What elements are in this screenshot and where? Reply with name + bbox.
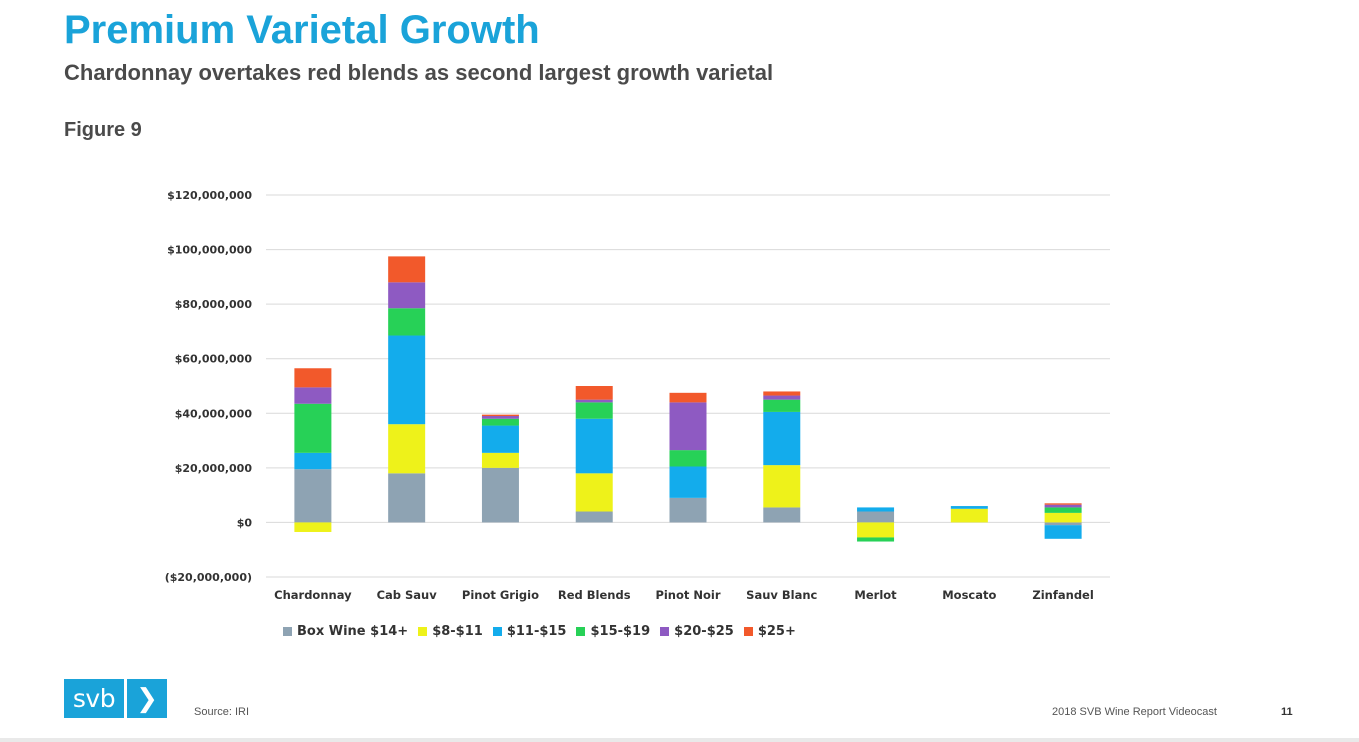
bar-segment <box>669 450 707 467</box>
logo-wordmark: svb <box>64 679 124 718</box>
legend-label: $25+ <box>757 624 796 639</box>
page-number: 11 <box>1281 706 1293 718</box>
bar-segment <box>481 416 519 419</box>
x-tick-label: Sauv Blanc <box>746 588 817 602</box>
bar-segment <box>1044 522 1082 526</box>
bar-segment <box>575 511 613 523</box>
bar-segment <box>669 466 707 498</box>
bar-segment <box>388 308 426 336</box>
bar-segment <box>481 467 519 523</box>
y-tick-label: $40,000,000 <box>175 407 253 420</box>
bar-segment <box>950 506 988 509</box>
bar-segment <box>669 402 707 451</box>
bar-segment <box>669 497 707 523</box>
x-tick-label: Red Blends <box>558 588 631 602</box>
legend-label: $8-$11 <box>432 624 483 639</box>
bar-segment <box>1044 507 1082 513</box>
bar-segment <box>388 335 426 425</box>
bar-segment <box>481 414 519 417</box>
legend-swatch <box>283 627 292 636</box>
svb-logo: svb ❯ <box>64 679 167 718</box>
legend-swatch <box>418 627 428 636</box>
legend-label: $15-$19 <box>590 624 651 639</box>
bar-segment <box>1044 512 1082 523</box>
legend-label: $11-$15 <box>506 624 567 639</box>
logo-divider <box>124 679 127 718</box>
bar-segment <box>763 395 801 400</box>
bar-segment <box>857 507 895 512</box>
bottom-divider <box>0 738 1359 742</box>
page-subtitle: Chardonnay overtakes red blends as secon… <box>64 60 774 85</box>
bar-segment <box>1044 503 1082 505</box>
bar-segment <box>1044 525 1082 539</box>
bar-segment <box>763 507 801 523</box>
bar-segment <box>763 411 801 466</box>
source-note: Source: IRI <box>194 706 250 718</box>
bar-segment <box>388 282 426 309</box>
legend-label: $20-$25 <box>674 624 734 639</box>
legend-item: $15-$19 <box>576 624 650 639</box>
bar-segment <box>294 403 332 453</box>
bar-segment <box>575 418 613 474</box>
x-tick-label: Pinot Grigio <box>462 588 539 602</box>
bar-segment <box>669 392 707 403</box>
legend-item: $11-$15 <box>492 624 567 639</box>
y-tick-label: $0 <box>237 516 253 529</box>
legend-item: $8-$11 <box>418 624 483 639</box>
y-tick-label: $100,000,000 <box>167 244 252 257</box>
x-tick-label: Cab Sauv <box>377 588 438 602</box>
bar-segment <box>388 473 426 523</box>
bar-segment <box>388 256 426 283</box>
x-tick-label: Merlot <box>854 588 897 602</box>
y-tick-label: $80,000,000 <box>175 298 253 311</box>
legend-label: Box Wine $14+ <box>297 624 409 639</box>
legend-item: Box Wine $14+ <box>283 624 408 639</box>
chart-legend: Box Wine $14+ $8-$11 $11-$15 $15-$19 $20-$25… <box>283 624 796 639</box>
legend-swatch <box>492 627 502 636</box>
bar-segment <box>763 399 801 412</box>
bar-segment <box>575 399 613 403</box>
bar-segment <box>294 452 332 470</box>
bar-segment <box>763 391 801 396</box>
legend-swatch <box>576 627 586 636</box>
y-tick-label: $120,000,000 <box>167 189 252 202</box>
x-tick-label: Chardonnay <box>274 588 352 602</box>
bar-segment <box>857 511 895 523</box>
legend-swatch <box>660 627 670 636</box>
bar-segment <box>950 508 988 523</box>
bar-segment <box>575 402 613 419</box>
bar-segment <box>294 387 332 404</box>
x-tick-label: Moscato <box>942 588 996 602</box>
figure-label: Figure 9 <box>64 119 142 141</box>
bar-segment <box>481 425 519 453</box>
bar-segment <box>763 465 801 508</box>
report-name: 2018 SVB Wine Report Videocast <box>1052 706 1217 718</box>
y-tick-label: $20,000,000 <box>175 462 253 475</box>
bar-segment <box>294 469 332 523</box>
bar-segment <box>294 522 332 532</box>
bar-segment <box>294 368 332 388</box>
bar-segment <box>857 522 895 538</box>
bar-segment <box>481 452 519 468</box>
page-title: Premium Varietal Growth <box>64 8 540 52</box>
bar-segment <box>575 473 613 512</box>
legend-item: $25+ <box>743 624 796 639</box>
chevron-right-icon: ❯ <box>127 679 167 718</box>
legend-swatch <box>743 627 753 636</box>
x-tick-label: Pinot Noir <box>655 588 720 602</box>
bar-segment <box>857 537 895 542</box>
y-tick-label: ($20,000,000) <box>165 571 252 584</box>
bar-segment <box>575 386 613 400</box>
bar-segment <box>1044 504 1082 508</box>
legend-item: $20-$25 <box>660 624 734 639</box>
bar-segment <box>388 424 426 474</box>
x-tick-label: Zinfandel <box>1032 588 1093 602</box>
bar-segment <box>481 418 519 426</box>
y-tick-label: $60,000,000 <box>175 353 253 366</box>
